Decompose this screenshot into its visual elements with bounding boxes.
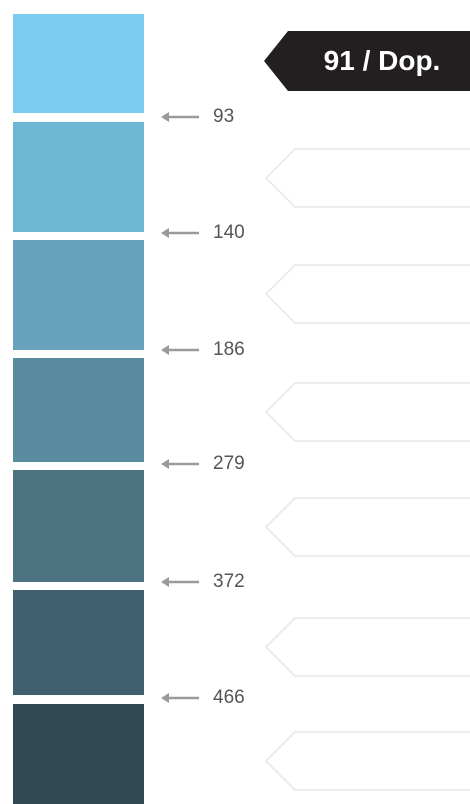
color-swatch-1[interactable] bbox=[13, 14, 144, 113]
active-level-tag[interactable]: 91 / Dop. bbox=[264, 31, 470, 91]
boundary-marker: 466 bbox=[161, 687, 281, 708]
boundary-value: 466 bbox=[213, 687, 245, 708]
tag-shape bbox=[264, 148, 470, 208]
level-tag-label bbox=[290, 617, 470, 677]
tag-shape bbox=[264, 731, 470, 791]
boundary-marker: 140 bbox=[161, 222, 281, 243]
arrow-left-icon bbox=[161, 228, 199, 238]
boundary-marker: 186 bbox=[161, 339, 281, 360]
arrow-left-icon bbox=[161, 693, 199, 703]
boundary-value: 93 bbox=[213, 106, 235, 127]
color-swatch-4[interactable] bbox=[13, 358, 144, 462]
level-tag[interactable] bbox=[264, 497, 470, 557]
color-swatch-3[interactable] bbox=[13, 240, 144, 350]
level-tag[interactable] bbox=[264, 731, 470, 791]
level-tag[interactable] bbox=[264, 264, 470, 324]
color-swatch-5[interactable] bbox=[13, 470, 144, 582]
level-tag[interactable] bbox=[264, 617, 470, 677]
boundary-value: 279 bbox=[213, 453, 245, 474]
boundary-value: 140 bbox=[213, 222, 245, 243]
tag-shape bbox=[264, 617, 470, 677]
level-tag[interactable] bbox=[264, 148, 470, 208]
arrow-left-icon bbox=[161, 577, 199, 587]
boundary-marker: 93 bbox=[161, 106, 281, 127]
tag-shape bbox=[264, 264, 470, 324]
level-tag-label bbox=[290, 264, 470, 324]
tag-shape bbox=[264, 382, 470, 442]
level-tag[interactable] bbox=[264, 382, 470, 442]
boundary-value: 372 bbox=[213, 571, 245, 592]
color-swatch-6[interactable] bbox=[13, 590, 144, 695]
boundary-value: 186 bbox=[213, 339, 245, 360]
level-tag-label bbox=[290, 731, 470, 791]
arrow-left-icon bbox=[161, 345, 199, 355]
level-tag-label bbox=[290, 148, 470, 208]
level-tag-label bbox=[290, 497, 470, 557]
color-swatch-2[interactable] bbox=[13, 122, 144, 232]
arrow-left-icon bbox=[161, 459, 199, 469]
active-level-label: 91 / Dop. bbox=[323, 45, 441, 76]
color-swatch-7[interactable] bbox=[13, 704, 144, 804]
level-tag-label bbox=[290, 382, 470, 442]
tag-shape bbox=[264, 31, 470, 91]
tag-shape bbox=[264, 497, 470, 557]
boundary-marker: 279 bbox=[161, 453, 281, 474]
arrow-left-icon bbox=[161, 112, 199, 122]
boundary-marker: 372 bbox=[161, 571, 281, 592]
